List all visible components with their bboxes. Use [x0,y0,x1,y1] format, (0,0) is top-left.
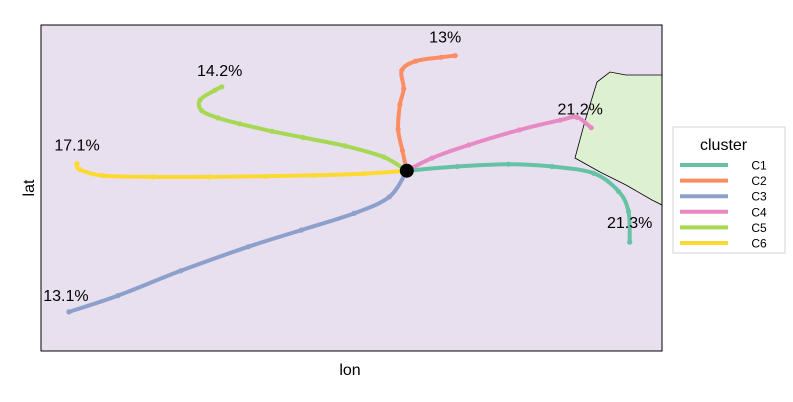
data-point-c6-4 [206,174,212,180]
legend-item-c5: C5 [680,221,767,235]
data-label-c2: 13% [429,30,461,47]
legend-label-c5: C5 [751,221,767,235]
label-layer: 21.3% 13% 13.1% 21.2% 14.2% 17.1% [43,30,652,305]
data-point-c2-1 [399,147,405,154]
data-label-c5: 14.2% [197,63,242,80]
data-point-c5-9 [212,87,218,93]
series-c5 [196,84,409,173]
data-point-c3-4 [245,244,251,250]
data-point-c2-5 [399,67,405,73]
legend-label-c4: C4 [751,205,767,219]
series-c6 [74,161,409,180]
data-point-c6-8 [74,161,80,167]
y-axis-title: lat [21,179,38,196]
data-point-c2-3 [397,101,403,108]
data-point-c3-3 [298,227,304,233]
legend-item-c1: C1 [680,159,767,173]
data-point-c5-2 [342,143,348,149]
data-point-c1-7 [627,239,633,245]
data-point-c5-10 [219,84,225,90]
data-point-c3-1 [386,194,392,200]
legend-title: cluster [700,137,748,154]
data-point-c3-2 [351,210,357,216]
legend-label-c2: C2 [751,174,767,188]
data-point-c6-6 [100,173,106,179]
legend-item-c6: C6 [680,237,767,251]
plot-panel [41,25,662,351]
data-point-c1-1 [454,163,460,170]
data-point-c3-6 [115,293,121,299]
data-point-c4-5 [574,114,580,120]
legend-label-c3: C3 [751,190,767,204]
legend-item-c4: C4 [680,205,767,219]
series-c4 [404,114,594,173]
data-point-c4-3 [516,127,522,133]
origin-point [399,163,414,178]
legend-item-c3: C3 [680,190,767,204]
data-point-c5-6 [215,115,221,121]
series-layer [66,53,633,315]
data-point-c2-6 [412,58,419,64]
data-point-c4-1 [429,155,435,161]
legend-box [672,126,786,254]
legend-label-c1: C1 [751,159,767,173]
data-point-c5-7 [199,108,205,114]
legend-label-c6: C6 [751,237,767,251]
legend-item-c2: C2 [680,174,767,188]
land-polygon [574,71,662,206]
data-point-c1-4 [591,170,597,176]
x-axis-title: lon [339,362,360,379]
plot-border [40,24,663,352]
data-point-c2-2 [395,126,401,132]
data-point-c4-2 [466,142,472,148]
data-point-c5-4 [269,128,275,134]
series-c1 [404,161,633,245]
data-point-c5-3 [300,134,306,141]
data-point-c2-7 [438,54,444,60]
data-point-c6-3 [262,173,268,179]
data-point-c6-7 [76,166,83,172]
data-point-c3-5 [178,268,184,274]
data-point-c5-8 [197,97,203,103]
data-point-c1-6 [625,208,632,215]
data-point-c5-5 [237,121,243,127]
data-label-c3: 13.1% [43,288,88,305]
data-label-c4: 21.2% [558,102,603,119]
data-point-c1-3 [549,163,555,170]
data-point-c6-1 [361,171,367,177]
series-c3 [66,168,409,315]
data-point-c4-4 [557,117,563,123]
data-point-c2-4 [401,86,407,92]
data-point-c6-5 [150,174,156,180]
data-point-c5-1 [381,154,387,160]
data-label-c6: 17.1% [54,138,99,155]
series-line-c3 [66,168,409,314]
data-point-c1-5 [615,188,622,194]
data-point-c3-7 [66,309,72,315]
data-point-c6-2 [311,172,317,178]
data-point-c1-2 [506,161,512,167]
data-label-c1: 21.3% [607,215,652,232]
series-c2 [395,53,458,173]
data-point-c2-8 [452,53,458,59]
data-point-c4-6 [588,125,594,131]
